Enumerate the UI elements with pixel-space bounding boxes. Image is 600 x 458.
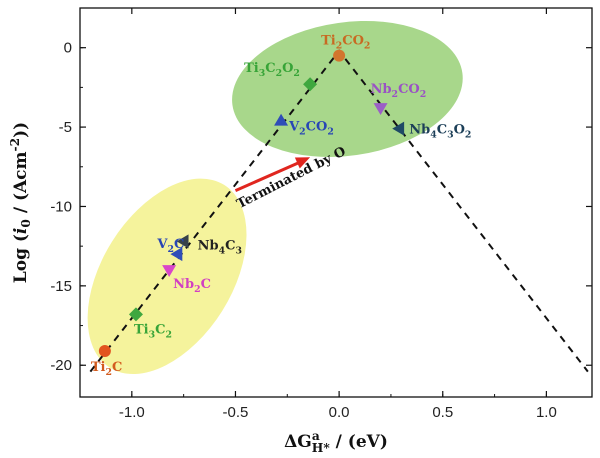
- point-labels-layer: Ti2C Ti3C2 Nb2C V2C Nb4C3 V2CO2 Ti3C2O2 Ti2CO2 N…: [91, 34, 472, 378]
- point-marker-v2co2: [274, 113, 289, 126]
- y-tick-label: -20: [50, 357, 72, 374]
- x-tick-label: -1.0: [119, 404, 145, 421]
- point-label-nb4c3: Nb4C3: [198, 238, 242, 256]
- region-o-terminated: [232, 20, 463, 157]
- point-marker-nb2co2: [373, 103, 388, 116]
- y-axis-label-group: Log (i0 / (Acm-2)): [8, 122, 33, 283]
- region-bare: [87, 178, 247, 375]
- point-marker-ti3c2: [128, 307, 143, 322]
- x-tick-label: -0.5: [223, 404, 249, 421]
- regions-layer: [87, 20, 463, 375]
- x-tick-label: 0.0: [329, 404, 350, 421]
- annotation-arrow-head: [294, 157, 311, 169]
- point-marker-ti2co2: [333, 49, 346, 62]
- x-tick-label: 1.0: [536, 404, 557, 421]
- axes-layer: -1.0 -0.5 0.0 0.5 1.0 0 -5 -10 -15 -20 ΔGa H* / (eV…: [8, 7, 593, 455]
- point-label-nb2c: Nb2C: [173, 277, 211, 295]
- point-label-ti2c: Ti2C: [91, 360, 123, 378]
- y-tick-label: -5: [59, 119, 72, 136]
- point-label-v2co2: V2CO2: [288, 120, 334, 138]
- point-label-v2c: V2C: [156, 237, 184, 255]
- point-label-nb4c3o2: Nb4C3O2: [409, 123, 471, 141]
- point-marker-nb4c3o2: [392, 121, 405, 136]
- point-label-nb2co2: Nb2CO2: [371, 82, 427, 100]
- point-marker-v2c: [170, 247, 183, 262]
- y-tick-label: -15: [50, 278, 72, 295]
- point-label-ti2co2: Ti2CO2: [321, 34, 370, 52]
- annotation-layer: Terminated by O: [234, 144, 348, 212]
- point-marker-nb4c3: [176, 234, 189, 249]
- y-axis-label: Log (i0 / (Acm-2)): [8, 122, 33, 283]
- x-tick-label: 0.5: [432, 404, 453, 421]
- annotation-text: Terminated by O: [234, 144, 348, 212]
- y-tick-label: -10: [50, 198, 72, 215]
- point-label-ti3c2o2: Ti3C2O2: [244, 61, 300, 79]
- annotation-arrow-line: [234, 159, 303, 192]
- y-tick-label: 0: [64, 40, 72, 57]
- points-layer: [98, 49, 405, 357]
- point-marker-ti2c: [98, 344, 111, 357]
- point-marker-ti3c2o2: [303, 77, 318, 92]
- plot-frame: [79, 7, 593, 398]
- x-axis-label: ΔGa H* / (eV): [284, 429, 388, 455]
- point-label-ti3c2: Ti3C2: [134, 322, 172, 340]
- point-marker-nb2c: [162, 265, 177, 277]
